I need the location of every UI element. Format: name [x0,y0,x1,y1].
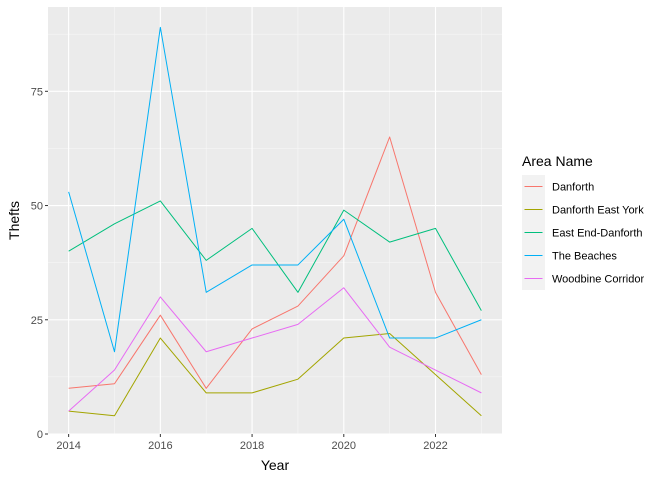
y-tick-label: 75 [31,86,43,98]
y-tick-label: 25 [31,315,43,327]
legend-label-woodbine-corridor: Woodbine Corridor [552,274,644,286]
legend-label-the-beaches: The Beaches [552,251,617,263]
legend-label-east-end-danforth: East End-Danforth [552,228,643,240]
x-tick-label: 2018 [240,440,264,452]
y-tick-label: 50 [31,201,43,213]
series-line-the-beaches [68,26,482,353]
series-line-danforth-east-york [68,332,482,417]
x-tick-label: 2022 [423,440,447,452]
series-line-woodbine-corridor [68,287,482,412]
y-tick-label: 0 [37,429,43,441]
x-axis-title: Year [261,457,290,473]
series-line-danforth [68,136,482,389]
x-tick-label: 2014 [56,440,80,452]
series-lines [68,26,482,417]
legend-title: Area Name [522,153,593,169]
legend: Area Name Danforth Danforth East York East… [522,153,644,290]
x-axis: 2014 2016 2018 2020 2022 [56,434,448,452]
y-axis-title: Thefts [6,201,22,240]
plot-panel [48,7,502,434]
x-tick-label: 2020 [332,440,356,452]
legend-label-danforth-east-york: Danforth East York [552,205,644,217]
legend-label-danforth: Danforth [552,182,594,194]
series-line-east-end-danforth [68,200,482,311]
x-tick-label: 2016 [148,440,172,452]
minor-gridlines [48,7,502,434]
y-axis: 0 25 50 75 [31,86,48,441]
